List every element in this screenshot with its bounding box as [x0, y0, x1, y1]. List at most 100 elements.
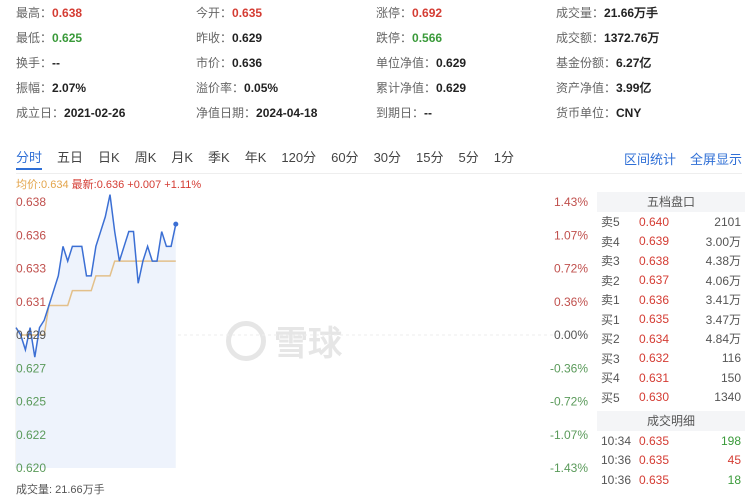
order-book: 五档盘口 卖5 0.640 2101 卖4 0.639 3.00万 卖3 0.638 4.38万卖… — [597, 192, 745, 490]
info-cell: 成交额：1372.76万 — [556, 29, 736, 46]
tab-10[interactable]: 15分 — [416, 150, 444, 165]
info-value: 0.636 — [232, 56, 263, 70]
tab-8[interactable]: 60分 — [331, 150, 359, 165]
tab-1[interactable]: 五日 — [57, 150, 84, 165]
last-price-dot — [173, 221, 179, 227]
info-cell: 换手：-- — [16, 54, 196, 71]
info-cell: 基金份额：6.27亿 — [556, 54, 736, 71]
info-label: 基金份额： — [556, 56, 617, 70]
order-book-cell: 116 — [721, 351, 741, 366]
order-book-cell: 0.631 — [639, 370, 670, 385]
info-cell: 市价：0.636 — [196, 54, 376, 71]
info-label: 最高： — [16, 6, 53, 20]
y-tick-label: 0.631 — [16, 295, 46, 309]
order-book-row: 买2 0.634 4.84万 — [597, 329, 745, 349]
avg-price-line — [15, 260, 176, 336]
order-book-row: 买3 0.632 116 — [597, 349, 745, 369]
order-book-cell: 4.84万 — [705, 332, 741, 347]
order-book-row: 卖5 0.640 2101 — [597, 212, 745, 232]
tab-11[interactable]: 5分 — [458, 150, 479, 165]
order-book-title: 五档盘口 — [597, 192, 745, 212]
info-value: 0.638 — [52, 6, 83, 20]
last-price-legend: 最新:0.636 +0.007 +1.11% — [71, 179, 202, 191]
tab-3[interactable]: 周K — [134, 150, 157, 165]
order-book-cell: 3.41万 — [705, 293, 741, 308]
info-value: 0.05% — [244, 81, 279, 95]
info-cell: 今开：0.635 — [196, 4, 376, 21]
tab-6[interactable]: 年K — [244, 150, 267, 165]
order-book-cell: 卖4 — [601, 234, 620, 249]
pct-tick-label: 0.72% — [554, 262, 588, 276]
info-label: 溢价率： — [196, 81, 245, 95]
tab-12[interactable]: 1分 — [493, 150, 514, 165]
y-tick-label: 0.636 — [16, 228, 46, 242]
info-label: 跌停： — [376, 31, 413, 45]
order-book-cell: 4.06万 — [705, 273, 741, 288]
quote-info-grid: 最高：0.638 今开：0.635 涨停：0.692 成交量：21.66万手最低：0.… — [16, 0, 736, 125]
trade-volume: 45 — [727, 453, 741, 468]
order-book-cell: 卖5 — [601, 215, 620, 230]
trade-price: 0.635 — [639, 472, 670, 487]
info-label: 成交量： — [556, 6, 605, 20]
info-label: 振幅： — [16, 81, 53, 95]
chart-period-tabs: 分时 五日 日K 周K 月K 季K 年K 120分 60分 30分 15分 5分 1分 区间统计 全屏显… — [16, 144, 742, 174]
trade-volume: 198 — [720, 433, 741, 448]
info-cell: 货币单位：CNY — [556, 104, 736, 121]
tab-5[interactable]: 季K — [208, 150, 230, 165]
info-value: 0.635 — [232, 6, 263, 20]
range-stats-link[interactable]: 区间统计 — [623, 152, 676, 167]
pct-tick-label: -1.43% — [550, 461, 588, 475]
info-label: 货币单位： — [556, 106, 617, 120]
tab-0[interactable]: 分时 — [16, 147, 43, 170]
info-row: 最高：0.638 今开：0.635 涨停：0.692 成交量：21.66万手 — [16, 0, 736, 25]
info-cell: 最低：0.625 — [16, 29, 196, 46]
info-cell: 昨收：0.629 — [196, 29, 376, 46]
order-book-cell: 0.634 — [639, 331, 670, 346]
tab-4[interactable]: 月K — [171, 150, 194, 165]
trades-title: 成交明细 — [597, 411, 745, 431]
trade-time: 10:36 — [601, 453, 632, 468]
tab-2[interactable]: 日K — [98, 150, 120, 165]
pct-tick-label: 1.43% — [554, 195, 588, 209]
info-label: 净值日期： — [196, 106, 257, 120]
trade-price: 0.635 — [639, 453, 670, 468]
info-value: CNY — [616, 106, 642, 120]
info-label: 涨停： — [376, 6, 413, 20]
info-label: 换手： — [16, 56, 53, 70]
y-tick-label: 0.625 — [16, 395, 46, 409]
trade-volume: 18 — [727, 472, 741, 487]
info-value: 0.692 — [412, 6, 443, 20]
info-value: 21.66万手 — [604, 6, 659, 20]
order-book-cell: 0.632 — [639, 351, 670, 366]
info-value: 2.07% — [52, 81, 87, 95]
info-cell: 振幅：2.07% — [16, 79, 196, 96]
order-book-row: 买5 0.630 1340 — [597, 388, 745, 408]
order-book-cell: 0.630 — [639, 390, 670, 405]
order-book-cell: 买4 — [601, 371, 620, 386]
order-book-cell: 买1 — [601, 312, 620, 327]
info-cell: 净值日期：2024-04-18 — [196, 104, 376, 121]
trade-time: 10:34 — [601, 433, 632, 448]
order-book-cell: 3.00万 — [705, 234, 741, 249]
info-value: 2024-04-18 — [256, 106, 318, 120]
intraday-chart[interactable]: 0.638 1.43% 0.636 1.07% 0.633 0.72% 0.631 0.36%… — [0, 190, 595, 480]
watermark-logo-icon — [226, 320, 266, 361]
tab-9[interactable]: 30分 — [373, 150, 402, 165]
trade-row: 10:34 0.635 198 — [597, 431, 745, 451]
info-row: 最低：0.625 昨收：0.629 跌停：0.566 成交额：1372.76万 — [16, 25, 736, 50]
order-book-cell: 150 — [720, 370, 741, 385]
tab-7[interactable]: 120分 — [281, 150, 317, 165]
volume-label: 成交量: 21.66万手 — [16, 484, 105, 496]
order-book-row: 卖2 0.637 4.06万 — [597, 271, 745, 291]
info-label: 单位净值： — [376, 56, 437, 70]
y-tick-label: 0.627 — [16, 361, 46, 375]
info-cell: 到期日：-- — [376, 104, 556, 121]
info-value: 0.629 — [232, 31, 263, 45]
order-book-row: 卖4 0.639 3.00万 — [597, 232, 745, 252]
info-value: 0.629 — [436, 81, 467, 95]
order-book-cell: 卖1 — [601, 293, 620, 308]
info-label: 市价： — [196, 56, 233, 70]
order-book-cell: 2101 — [714, 214, 741, 229]
fullscreen-link[interactable]: 全屏显示 — [689, 152, 742, 167]
info-value: 1372.76万 — [604, 31, 660, 45]
